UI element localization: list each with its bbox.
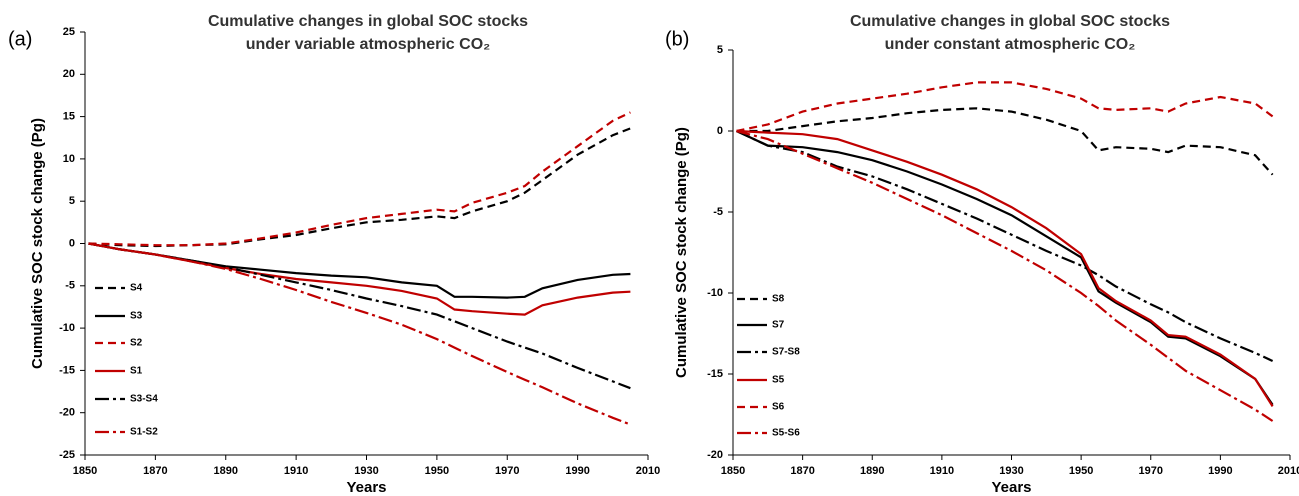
x-tick-label: 1890 [860, 465, 884, 477]
x-tick-label: 1850 [73, 465, 97, 477]
series-line [736, 130, 1274, 406]
series-line [88, 242, 631, 390]
legend-label: S2 [130, 338, 143, 349]
x-tick-label: 1850 [721, 465, 745, 477]
chart-title: under variable atmospheric CO₂ [246, 36, 491, 53]
y-tick-label: 5 [717, 44, 723, 56]
legend-label: S1 [130, 366, 143, 377]
y-tick-label: -5 [713, 206, 723, 218]
y-tick-label: 10 [63, 153, 75, 165]
y-tick-label: -20 [59, 407, 75, 419]
y-tick-label: 20 [63, 68, 75, 80]
y-tick-label: 0 [69, 237, 75, 249]
y-tick-label: 15 [63, 111, 75, 123]
y-axis-label: Cumulative SOC stock change (Pg) [673, 127, 690, 378]
y-tick-label: -10 [59, 322, 75, 334]
chart-title: Cumulative changes in global SOC stocks [208, 13, 528, 30]
y-tick-label: -5 [65, 280, 75, 292]
x-tick-label: 1910 [930, 465, 954, 477]
y-tick-label: -10 [707, 287, 723, 299]
x-tick-label: 2010 [636, 465, 660, 477]
legend-label: S7 [772, 320, 785, 331]
series-line [736, 129, 1274, 422]
x-tick-label: 1890 [214, 465, 238, 477]
y-tick-label: -25 [59, 449, 75, 461]
series-line [88, 111, 631, 247]
legend-label: S8 [772, 294, 785, 305]
legend-label: S7-S8 [772, 347, 800, 358]
x-tick-label: 1930 [999, 465, 1023, 477]
x-tick-label: 1870 [790, 465, 814, 477]
legend-label: S3 [130, 311, 143, 322]
y-tick-label: -15 [59, 364, 75, 376]
chart-title: Cumulative changes in global SOC stocks [850, 13, 1170, 30]
y-tick-label: -15 [707, 368, 723, 380]
legend-label: S6 [772, 402, 785, 413]
legend-label: S1-S2 [130, 427, 158, 438]
panel-label: (a) [8, 28, 32, 50]
series-line [88, 242, 631, 426]
x-tick-label: 2010 [1278, 465, 1299, 477]
series-line [88, 242, 631, 316]
series-line [736, 81, 1274, 133]
x-tick-label: 1970 [495, 465, 519, 477]
x-tick-label: 1950 [425, 465, 449, 477]
panel-label: (b) [665, 28, 689, 50]
series-line [88, 127, 631, 248]
chart-title: under constant atmospheric CO₂ [885, 36, 1136, 53]
x-tick-label: 1990 [1208, 465, 1232, 477]
legend-label: S5-S6 [772, 428, 800, 439]
series-line [736, 129, 1274, 407]
legend-label: S4 [130, 283, 143, 294]
series-line [88, 242, 631, 299]
x-tick-label: 1950 [1069, 465, 1093, 477]
x-tick-label: 1930 [354, 465, 378, 477]
y-tick-label: -20 [707, 449, 723, 461]
y-tick-label: 0 [717, 125, 723, 137]
x-tick-label: 1970 [1139, 465, 1163, 477]
x-tick-label: 1990 [565, 465, 589, 477]
x-tick-label: 1910 [284, 465, 308, 477]
legend-label: S5 [772, 375, 785, 386]
x-axis-label: Years [346, 479, 386, 496]
x-axis-label: Years [991, 479, 1031, 496]
y-tick-label: 5 [69, 195, 75, 207]
y-axis-label: Cumulative SOC stock change (Pg) [29, 118, 46, 369]
series-line [736, 130, 1274, 362]
y-tick-label: 25 [63, 26, 75, 38]
series-line [736, 107, 1274, 176]
legend-label: S3-S4 [130, 394, 158, 405]
x-tick-label: 1870 [143, 465, 167, 477]
